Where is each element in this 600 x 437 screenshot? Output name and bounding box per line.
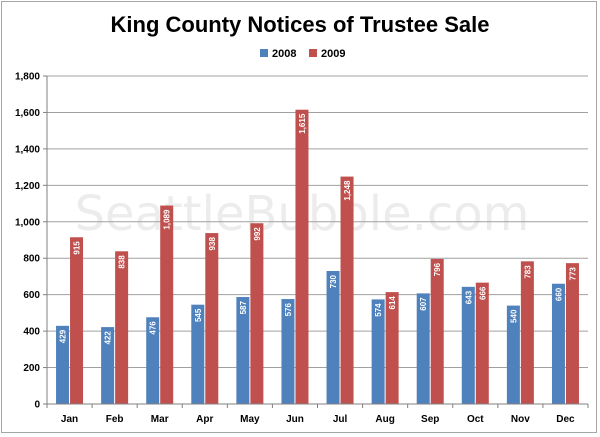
- bar-2009-nov: [520, 261, 534, 404]
- x-tick-label: Mar: [151, 414, 169, 425]
- bar-2008-jul: [326, 270, 340, 404]
- data-label: 660: [554, 287, 563, 301]
- x-tick-label: Feb: [106, 414, 124, 425]
- bar-2008-sep: [416, 293, 430, 404]
- data-label: 783: [523, 265, 532, 279]
- bar-2009-oct: [475, 282, 489, 404]
- y-tick-label: 1,600: [15, 108, 40, 119]
- data-label: 1,248: [343, 180, 352, 201]
- bar-2008-oct: [461, 286, 475, 404]
- data-label: 938: [208, 237, 217, 251]
- bar-2009-jun: [295, 109, 309, 404]
- data-label: 666: [478, 286, 487, 300]
- data-label: 587: [239, 300, 248, 314]
- chart-title: King County Notices of Trustee Sale: [111, 12, 490, 37]
- x-tick-label: Dec: [556, 414, 575, 425]
- gridlines: [47, 75, 588, 405]
- data-label: 607: [419, 297, 428, 311]
- bar-2009-feb: [115, 251, 129, 404]
- bar-2008-jun: [281, 299, 295, 404]
- y-tick-label: 400: [23, 327, 40, 338]
- data-label: 576: [284, 303, 293, 317]
- data-label: 773: [568, 267, 577, 281]
- bar-2008-jan: [56, 325, 70, 404]
- data-label: 838: [118, 255, 127, 269]
- data-label: 1,089: [163, 209, 172, 230]
- bar-2009-aug: [385, 292, 399, 404]
- data-label: 992: [253, 227, 262, 241]
- bar-2009-jan: [70, 237, 84, 404]
- bar-2008-nov: [506, 305, 520, 404]
- bar-2008-apr: [191, 304, 205, 404]
- y-tick-label: 1,200: [15, 181, 40, 192]
- bar-2008-aug: [371, 299, 385, 404]
- axes: 0 200 400 600 800 1,000 1,200 1,400 1,600 1,800 Ja…: [15, 72, 589, 425]
- legend-swatch-2008: [260, 49, 268, 57]
- x-tick-label: Sep: [421, 414, 439, 425]
- x-tick-label: Apr: [196, 414, 213, 425]
- bar-2009-sep: [430, 258, 444, 404]
- bars: [56, 109, 579, 404]
- y-tick-label: 0: [34, 400, 40, 411]
- x-tick-label: Jul: [333, 414, 348, 425]
- bar-2008-dec: [551, 283, 565, 404]
- bar-2009-mar: [160, 205, 174, 404]
- data-label: 915: [73, 241, 82, 255]
- legend-label-2009: 2009: [321, 48, 345, 60]
- data-labels: 429 915 422 838 476 1,089 545 938 587 992 576 1,615…: [59, 113, 578, 344]
- x-tick-label: Nov: [511, 414, 530, 425]
- data-label: 574: [374, 303, 383, 317]
- y-tick-label: 1,800: [15, 72, 40, 83]
- y-tick-label: 200: [23, 363, 40, 374]
- bar-2008-feb: [101, 327, 115, 404]
- y-tick-label: 1,400: [15, 144, 40, 155]
- x-tick-label: Jan: [61, 414, 78, 425]
- y-tick-label: 800: [23, 254, 40, 265]
- x-tick-label: Jun: [286, 414, 304, 425]
- data-label: 429: [59, 329, 68, 343]
- data-label: 643: [464, 290, 473, 304]
- data-label: 730: [329, 274, 338, 288]
- y-tick-label: 1,000: [15, 217, 40, 228]
- data-label: 1,615: [298, 113, 307, 134]
- x-tick-label: Oct: [467, 414, 484, 425]
- x-tick-label: May: [240, 414, 260, 425]
- y-tick-label: 600: [23, 290, 40, 301]
- data-label: 540: [509, 309, 518, 323]
- x-tick-label: Aug: [375, 414, 394, 425]
- legend-swatch-2009: [309, 49, 317, 57]
- bar-2009-may: [250, 223, 264, 404]
- data-label: 545: [194, 308, 203, 322]
- legend-label-2008: 2008: [272, 48, 296, 60]
- bar-2009-jul: [340, 176, 354, 404]
- data-label: 614: [388, 296, 397, 310]
- bar-2008-mar: [146, 317, 160, 404]
- legend: 2008 2009: [260, 48, 345, 60]
- bar-2009-dec: [565, 263, 579, 404]
- data-label: 422: [104, 331, 113, 345]
- bar-2009-apr: [205, 233, 219, 404]
- bar-2008-may: [236, 297, 250, 404]
- data-label: 476: [149, 321, 158, 335]
- data-label: 796: [433, 262, 442, 276]
